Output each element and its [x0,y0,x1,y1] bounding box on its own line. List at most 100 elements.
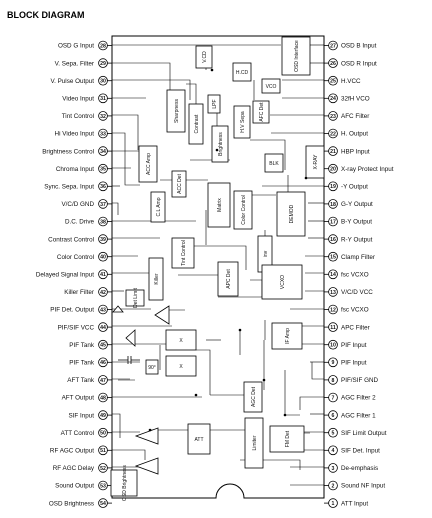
right-pin-label: X-ray Protect Input [341,166,394,173]
junction-dot [304,176,308,180]
left-pin-number: 49 [100,413,106,419]
right-pin-label: H. Output [341,131,368,138]
right-pin-number: 2 [332,483,335,489]
wire [196,349,211,395]
wire [112,79,191,100]
block-label: BLK [269,161,279,167]
block-vco: VCO [261,78,281,94]
pin-marker [328,40,338,51]
block-mult: X [165,355,197,377]
left-pin-number: 52 [100,466,106,472]
block-afc-det: AFC Det [252,100,270,124]
right-pin-label: V/C/D VCC [341,289,373,296]
pin-marker [328,375,338,385]
wire [299,396,324,410]
right-pin-label: PIF Input [341,360,367,367]
block-att: ATT [187,423,211,455]
right-pin-number: 26 [330,61,336,67]
block-h-cd: H.CD [232,62,252,82]
left-pin-label: Delayed Signal Input [36,272,94,279]
ic-outline [111,35,325,499]
block-agc-det: AGC Det [243,381,263,413]
right-pin-label: R-Y Output [341,236,373,243]
left-pin-number: 54 [100,501,106,507]
pin-marker [328,269,338,280]
wire [192,245,247,270]
pin-marker [328,357,338,368]
junction-dot [210,68,214,72]
wire [112,449,146,460]
wire [112,132,140,186]
right-pin-label: AGC Filter 2 [341,395,376,402]
block-brightness: Brightness [211,125,229,163]
block-label: AFC Det [259,102,265,122]
wire [284,370,300,416]
left-pin-label: RF AGC Delay [53,465,95,472]
right-pin-number: 17 [330,219,336,225]
left-pin-number: 39 [100,237,106,243]
left-pin-label: OSD Brightness [49,500,94,507]
left-pin-label: Chroma Input [56,166,94,173]
amplifier-triangle [134,457,159,475]
right-pin-label: Clamp Filter [341,254,375,261]
pin-marker [328,111,338,121]
right-pin-number: 8 [332,378,335,384]
pin-marker [328,234,338,244]
pin-marker [328,128,338,139]
amplifier-triangle [134,427,159,445]
right-pin-label: De-emphasis [341,465,378,472]
right-pin-label: PIF/SIF GND [341,377,379,384]
right-pin-number: 3 [332,466,335,472]
right-pin-number: 27 [330,43,336,49]
right-pin-number: 23 [330,114,336,120]
left-pin-label: Color Control [57,254,94,261]
block-blk: BLK [264,153,284,173]
right-pin-number: 19 [330,184,336,190]
block-label: Limiter [252,435,258,450]
left-pin-number: 29 [100,61,106,67]
block-label: DEMOD [289,204,295,223]
left-pin-number: 43 [100,307,106,313]
block-acc-amp: ACC Amp [138,145,158,183]
left-pin-number: 50 [100,431,106,437]
junction-dot [262,378,266,382]
right-pin-number: 5 [332,431,335,437]
left-pin-number: 46 [100,360,106,366]
block-demod: DEMOD [276,191,306,237]
right-pin-number: 14 [330,272,336,278]
block-label: Matrix [217,198,223,212]
block-label: VCO [266,84,277,90]
left-pin-label: Tint Control [62,113,94,120]
pin-marker [328,445,338,456]
wire [112,114,139,150]
right-pin-number: 22 [330,131,336,137]
block-label: V.CD [202,51,208,63]
right-pin-number: 9 [332,360,335,366]
pin-marker [328,181,338,192]
block-v-cd: V.CD [195,45,213,69]
right-pin-number: 10 [330,343,336,349]
block-label: X [179,364,183,370]
block-mult: X [165,329,197,351]
right-pin-number: 21 [330,149,336,155]
block-phase-90: 90° [145,359,159,375]
block-label: H.CD [236,70,249,76]
left-pin-label: Hi Video Input [55,131,95,138]
junction-dot [283,413,287,417]
block-limiter: Limiter [244,417,264,469]
left-pin-label: Video Input [62,96,94,103]
right-pin-number: 1 [332,501,335,507]
right-pin-label: H.VCC [341,78,361,85]
left-pin-number: 40 [100,255,106,261]
left-pin-label: V. Sepa. Filter [55,60,94,67]
left-pin-group: OSD G Input 28 V. Sepa. Filter 29 V. Pulse O… [36,40,112,508]
left-pin-number: 34 [100,149,106,155]
left-pin-number: 35 [100,167,106,173]
junction-dot [238,328,242,332]
block-label: Det Limit [133,288,139,308]
block-color-control: Color Control [233,190,253,230]
right-pin-number: 4 [332,448,335,454]
left-pin-label: PIF Det. Output [50,307,94,314]
right-pin-label: AFC Filter [341,113,369,120]
